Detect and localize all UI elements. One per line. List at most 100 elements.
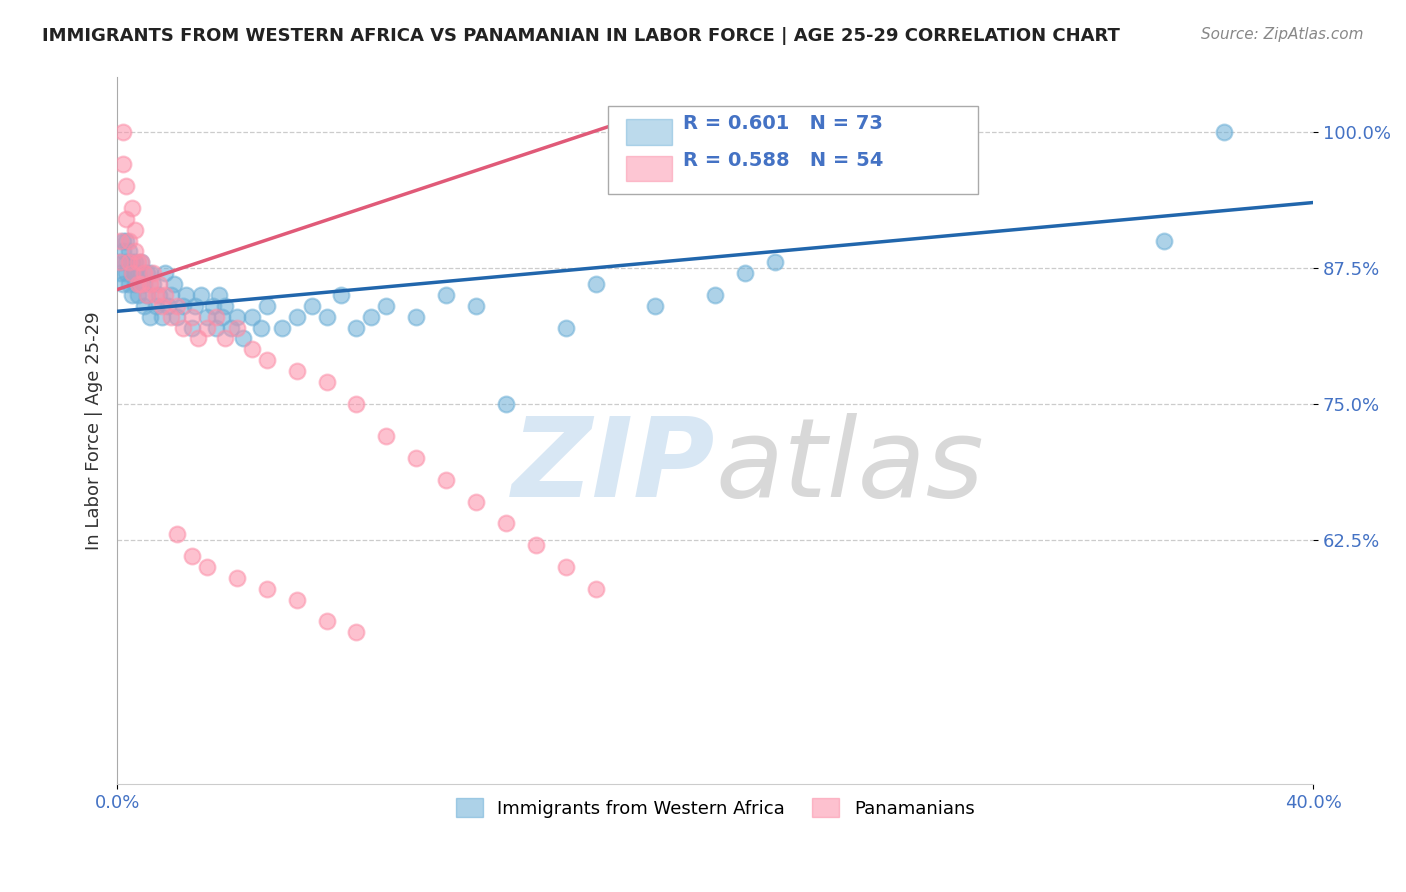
Point [195,320,218,334]
Point [524,538,547,552]
Point [190,288,212,302]
Point [108,255,131,269]
Point [256,353,278,368]
Point [184,299,207,313]
FancyBboxPatch shape [626,156,672,181]
Point [121,201,143,215]
Point [121,288,143,302]
Point [219,320,242,334]
FancyBboxPatch shape [626,120,672,145]
Point [181,310,204,324]
Point [127,255,149,269]
Point [201,299,224,313]
Point [256,582,278,596]
Point [211,310,233,324]
Point [115,211,138,226]
Point [139,277,162,291]
Point [142,266,165,280]
Point [225,571,247,585]
Point [132,277,155,291]
Point [225,320,247,334]
Point [115,266,138,280]
Point [124,255,146,269]
Point [129,277,152,291]
Point [166,310,188,324]
Point [166,299,188,313]
Point [214,299,236,313]
Point [465,494,488,508]
Point [142,277,165,291]
Point [115,234,138,248]
Point [153,266,176,280]
Point [118,255,141,269]
Point [157,299,180,313]
Y-axis label: In Labor Force | Age 25-29: In Labor Force | Age 25-29 [86,311,103,550]
Point [434,288,457,302]
Point [1212,125,1234,139]
Point [205,310,228,324]
Point [315,375,337,389]
Point [330,288,353,302]
Point [375,429,398,443]
Text: R = 0.588   N = 54: R = 0.588 N = 54 [683,151,883,169]
Point [763,255,786,269]
Point [301,299,323,313]
Legend: Immigrants from Western Africa, Panamanians: Immigrants from Western Africa, Panamani… [449,791,981,825]
Point [118,277,141,291]
Point [172,320,194,334]
Point [195,310,218,324]
Point [315,614,337,628]
Point [112,157,135,171]
Point [405,310,427,324]
Point [136,266,159,280]
Point [127,266,149,280]
Point [585,582,607,596]
Point [124,244,146,259]
Point [644,299,666,313]
Point [112,277,135,291]
Point [121,255,143,269]
Point [129,277,152,291]
Point [181,320,204,334]
Point [115,179,138,194]
Point [285,310,308,324]
Point [139,266,162,280]
Point [249,320,271,334]
Point [150,299,173,313]
Point [136,288,159,302]
Point [240,310,263,324]
Point [127,277,149,291]
Point [172,299,194,313]
Point [405,451,427,466]
Point [174,288,197,302]
Point [112,244,135,259]
Point [181,549,204,563]
Point [160,288,183,302]
Point [118,234,141,248]
Point [112,234,135,248]
Point [163,277,186,291]
Point [554,320,576,334]
Point [148,288,170,302]
Point [132,266,155,280]
Point [495,516,517,531]
Point [115,255,138,269]
Point [554,560,576,574]
FancyBboxPatch shape [607,106,979,194]
Point [360,310,382,324]
Point [118,255,141,269]
Point [153,288,176,302]
Point [232,331,254,345]
Point [145,299,167,313]
Point [139,310,162,324]
Point [187,331,209,345]
Point [121,266,143,280]
Point [145,288,167,302]
Point [166,527,188,541]
Point [124,223,146,237]
Point [148,277,170,291]
Point [285,364,308,378]
Point [434,473,457,487]
Text: R = 0.601   N = 73: R = 0.601 N = 73 [683,114,883,133]
Point [205,320,228,334]
